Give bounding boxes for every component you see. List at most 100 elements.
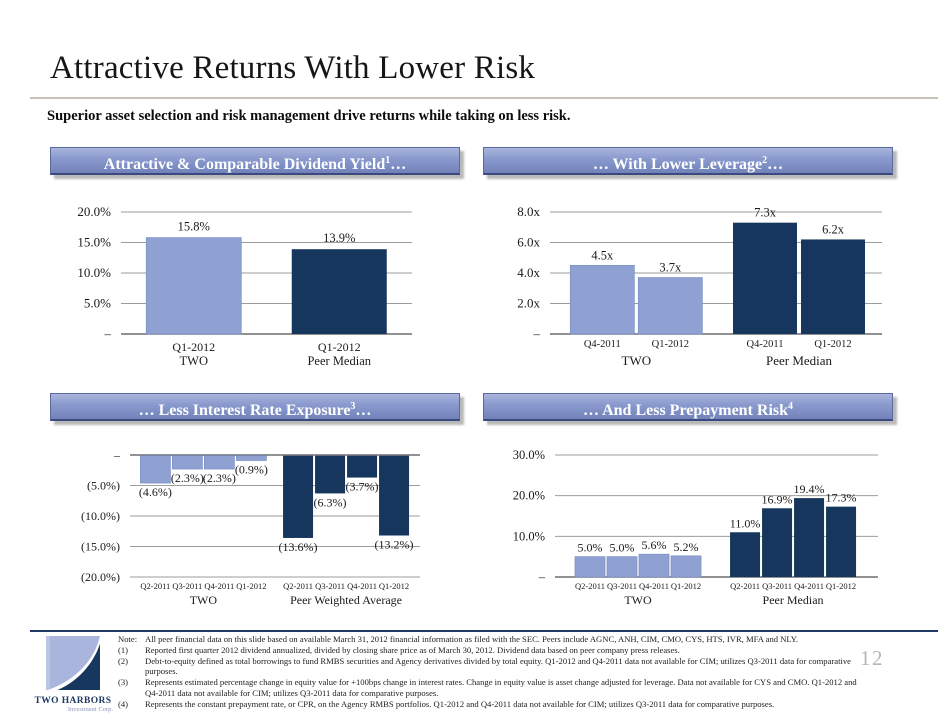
svg-text:Q1-2012: Q1-2012 (379, 581, 409, 591)
footer-divider (30, 630, 938, 632)
svg-text:17.3%: 17.3% (826, 491, 857, 505)
company-logo: TWO HARBORS Investment Corp. (33, 636, 113, 713)
panel-header-ellipsis: … (767, 156, 784, 173)
footnote-number: (2) (118, 655, 129, 666)
svg-text:Q1-2012: Q1-2012 (826, 581, 856, 591)
footnote-text: Reported first quarter 2012 dividend ann… (145, 644, 680, 655)
svg-text:–: – (113, 448, 121, 462)
svg-text:Q1-2012: Q1-2012 (671, 581, 701, 591)
chart-svg-1: 8.0x6.0x4.0x2.0x–4.5xQ4-20113.7xQ1-2012T… (517, 204, 882, 368)
svg-text:7.3x: 7.3x (754, 206, 777, 220)
svg-text:Q4-2011: Q4-2011 (794, 581, 824, 591)
svg-text:(5.0%): (5.0%) (87, 479, 120, 493)
page-number: 12 (860, 646, 884, 670)
chart-lower-leverage: 8.0x 6.0x 4.0x 2.0x –4.5x Q4-2011 3.7x Q1-2012 T… (472, 186, 902, 378)
svg-text:Q1-2012: Q1-2012 (318, 340, 361, 354)
svg-text:Q2-2011: Q2-2011 (575, 581, 605, 591)
footnote-2: (2) Debt-to-equity defined as total borr… (118, 656, 858, 678)
svg-text:3.7x: 3.7x (659, 261, 682, 275)
svg-text:–: – (104, 326, 112, 341)
panel-header-ellipsis: … (390, 156, 407, 173)
svg-text:–: – (538, 570, 546, 584)
svg-text:10.0%: 10.0% (77, 265, 111, 280)
title-divider (30, 97, 938, 99)
footnote-number: (1) (118, 644, 129, 655)
svg-text:11.0%: 11.0% (730, 516, 761, 530)
svg-text:6.0x: 6.0x (517, 235, 540, 250)
svg-text:Q2-2011: Q2-2011 (730, 581, 760, 591)
svg-text:4.0x: 4.0x (517, 265, 540, 280)
page-title: Attractive Returns With Lower Risk (50, 50, 536, 86)
svg-text:Q4-2011: Q4-2011 (347, 581, 377, 591)
svg-text:(2.3%): (2.3%) (203, 471, 236, 485)
svg-text:2.0x: 2.0x (517, 296, 540, 311)
chart-prepayment-risk: 30.0% 20.0% 10.0% – 5.0% Q2-2011 5.0% Q3-2011 5.… (472, 429, 902, 621)
footnote-note: Note: All peer financial data on this sl… (118, 634, 858, 645)
svg-text:30.0%: 30.0% (513, 448, 545, 462)
svg-text:Q3-2011: Q3-2011 (607, 581, 637, 591)
svg-text:Q2-2011: Q2-2011 (283, 581, 313, 591)
svg-text:20.0%: 20.0% (77, 204, 111, 219)
svg-text:Q1-2012: Q1-2012 (814, 339, 851, 350)
footnote-1: (1) Reported first quarter 2012 dividend… (118, 645, 858, 656)
footnote-text: Represents the constant prepayment rate,… (145, 698, 775, 709)
svg-text:19.4%: 19.4% (794, 482, 825, 496)
svg-text:(10.0%): (10.0%) (81, 509, 120, 523)
footnote-ref: 4 (788, 401, 794, 412)
panel-header-interest-rate-exposure: … Less Interest Rate Exposure3… (50, 393, 460, 421)
svg-text:5.0%: 5.0% (610, 541, 635, 555)
chart-dividend-yield: 20.0% 15.0% 10.0% 5.0% –15.8% Q1-2012 TWO 13.9%… (38, 186, 468, 378)
svg-text:–: – (533, 326, 541, 341)
svg-text:Q1-2012: Q1-2012 (652, 339, 689, 350)
footnote-ref: 2 (762, 155, 768, 166)
svg-text:(0.9%): (0.9%) (235, 462, 268, 476)
panel-header-text: Attractive & Comparable Dividend Yield (103, 156, 386, 173)
logo-company-subname: Investment Corp. (67, 706, 113, 713)
svg-text:(20.0%): (20.0%) (81, 570, 120, 584)
footnote-4: (4) Represents the constant prepayment r… (118, 699, 858, 710)
svg-text:Q4-2011: Q4-2011 (204, 581, 234, 591)
svg-text:Peer Median: Peer Median (763, 593, 824, 607)
svg-text:Q3-2011: Q3-2011 (172, 581, 202, 591)
svg-text:Q4-2011: Q4-2011 (639, 581, 669, 591)
panel-header-text: … Less Interest Rate Exposure (138, 402, 351, 419)
svg-text:6.2x: 6.2x (822, 222, 845, 236)
chart-svg-3: 30.0% 20.0% 10.0% – 5.0% Q2-2011 5.0% Q3-2011 5.… (513, 448, 878, 607)
svg-text:TWO: TWO (190, 593, 218, 607)
chart-svg-2: – (5.0%) (10.0%) (15.0%) (20.0%) (4.6%) Q2-201… (81, 448, 420, 607)
svg-text:TWO: TWO (622, 353, 652, 368)
svg-text:TWO: TWO (180, 354, 208, 368)
svg-text:10.0%: 10.0% (513, 529, 545, 543)
svg-text:Q4-2011: Q4-2011 (747, 339, 784, 350)
svg-text:(6.3%): (6.3%) (314, 495, 347, 509)
panel-header-lower-leverage: … With Lower Leverage2… (483, 147, 893, 175)
svg-text:(13.6%): (13.6%) (279, 540, 318, 554)
footnote-ref: 1 (385, 155, 391, 166)
svg-text:(3.7%): (3.7%) (346, 480, 379, 494)
svg-text:Q3-2011: Q3-2011 (762, 581, 792, 591)
svg-text:TWO: TWO (624, 593, 652, 607)
panel-header-text: … With Lower Leverage (592, 156, 763, 173)
logo-company-name: TWO HARBORS (34, 696, 112, 706)
svg-text:(13.2%): (13.2%) (375, 538, 414, 552)
svg-text:4.5x: 4.5x (591, 248, 614, 262)
panel-header-ellipsis: … (355, 402, 372, 419)
slide-subtitle: Superior asset selection and risk manage… (47, 108, 571, 124)
footnote-ref: 3 (350, 401, 356, 412)
svg-text:Q2-2011: Q2-2011 (140, 581, 170, 591)
footnote-text: Debt-to-equity defined as total borrowin… (145, 655, 851, 677)
svg-text:(15.0%): (15.0%) (81, 540, 120, 554)
svg-text:5.0%: 5.0% (84, 296, 111, 311)
svg-text:8.0x: 8.0x (517, 204, 540, 219)
svg-text:5.0%: 5.0% (578, 541, 603, 555)
svg-text:13.9%: 13.9% (323, 231, 355, 245)
svg-text:Peer Median: Peer Median (766, 353, 833, 368)
svg-text:Peer Weighted Average: Peer Weighted Average (290, 593, 402, 607)
svg-text:15.8%: 15.8% (178, 220, 210, 234)
chart-svg-0: 20.0%15.0%10.0%5.0%–15.8%Q1-2012TWO13.9%… (77, 204, 412, 368)
footnotes-block: Note: All peer financial data on this sl… (118, 634, 858, 710)
svg-text:Q4-2011: Q4-2011 (584, 339, 621, 350)
panel-header-dividend-yield: Attractive & Comparable Dividend Yield1… (50, 147, 460, 175)
panel-header-text: … And Less Prepayment Risk (582, 402, 789, 419)
two-harbors-logo-icon (46, 636, 100, 690)
